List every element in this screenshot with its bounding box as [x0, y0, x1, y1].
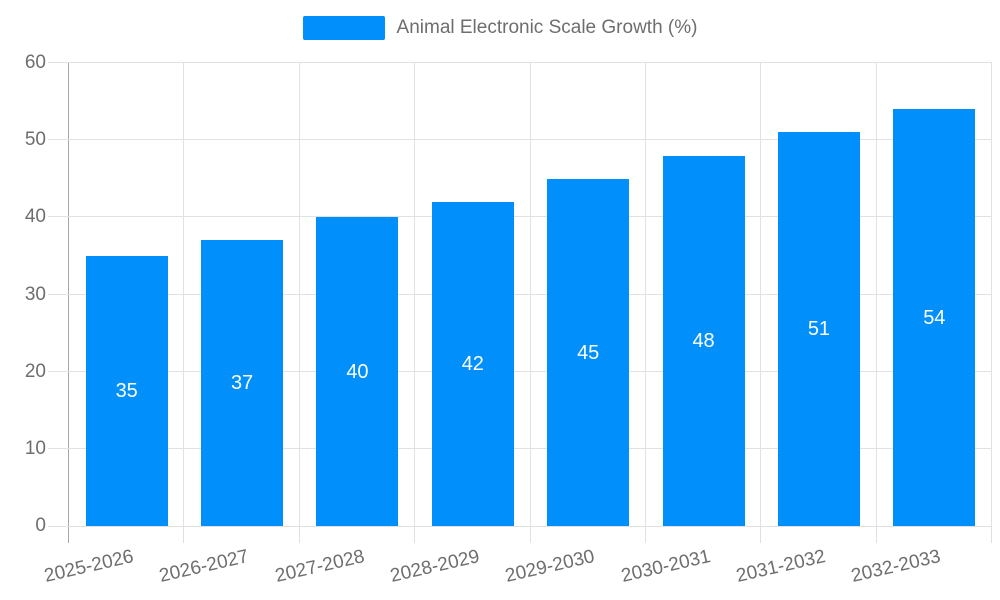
bar-value-label: 35 [115, 380, 138, 402]
bar-value-label: 37 [230, 372, 254, 394]
gridline-vertical [760, 63, 761, 526]
bar[interactable] [662, 156, 745, 526]
gridline-vertical [991, 63, 992, 526]
x-axis-tick-label: 2026-2027 [157, 546, 251, 587]
bar[interactable] [85, 256, 168, 526]
x-axis-tick-label: 2031-2032 [734, 546, 828, 587]
x-axis-tick [183, 527, 184, 543]
gridline-vertical [299, 63, 300, 526]
x-axis-tick-label: 2028-2029 [388, 546, 482, 587]
y-axis-tick-label: 60 [24, 52, 46, 73]
gridline-vertical [183, 63, 184, 526]
x-axis-tick [760, 527, 761, 543]
gridline-vertical [414, 63, 415, 526]
legend[interactable]: Animal Electronic Scale Growth (%) [0, 16, 1000, 40]
y-axis-tick-label: 0 [35, 515, 46, 536]
bar[interactable] [201, 240, 284, 526]
bar[interactable] [431, 202, 514, 526]
legend-label: Animal Electronic Scale Growth (%) [396, 17, 698, 38]
bar[interactable] [777, 132, 860, 526]
x-axis-tick [530, 527, 531, 543]
x-axis-tick-label: 2029-2030 [503, 546, 597, 587]
bar-value-label: 51 [807, 318, 831, 340]
gridline-vertical [645, 63, 646, 526]
gridline-horizontal [48, 139, 992, 141]
x-axis-tick-label: 2027-2028 [272, 546, 367, 587]
gridline-horizontal [48, 293, 992, 295]
gridline-vertical [530, 63, 531, 526]
legend-marker-icon [302, 16, 385, 40]
bar[interactable] [547, 179, 630, 526]
y-axis-tick-label: 30 [24, 283, 46, 305]
plot-area: 0 10 20 30 40 50 60 35 2025-2026 37 2026-2027 40 202… [25, 52, 992, 587]
x-axis-tick-label: 2032-2033 [849, 546, 944, 587]
x-axis-tick [68, 527, 69, 543]
bar-value-label: 40 [346, 360, 369, 383]
x-axis-tick [991, 527, 992, 543]
y-axis-tick-label: 50 [24, 129, 46, 151]
y-axis-tick [48, 526, 69, 527]
bar-value-label: 42 [461, 353, 484, 375]
bar-value-label: 54 [923, 306, 946, 329]
y-axis-tick-label: 40 [24, 206, 46, 228]
x-axis-tick [299, 527, 300, 543]
bar[interactable] [893, 109, 976, 526]
x-axis-tick-label: 2025-2026 [42, 546, 136, 587]
bar-value-label: 48 [692, 330, 715, 352]
x-axis-tick [645, 527, 646, 543]
gridline-vertical [876, 63, 877, 526]
bar[interactable] [316, 217, 399, 526]
x-axis-tick [876, 527, 877, 543]
x-axis-tick [414, 527, 415, 543]
y-axis-tick-label: 20 [24, 360, 46, 382]
gridline-horizontal [48, 447, 992, 449]
gridline-horizontal [48, 62, 992, 63]
bar-value-label: 45 [577, 341, 600, 364]
gridline-horizontal [48, 216, 992, 218]
x-axis-tick-label: 2030-2031 [619, 546, 713, 587]
y-axis-tick-label: 10 [24, 437, 46, 459]
gridline-horizontal [48, 370, 992, 372]
